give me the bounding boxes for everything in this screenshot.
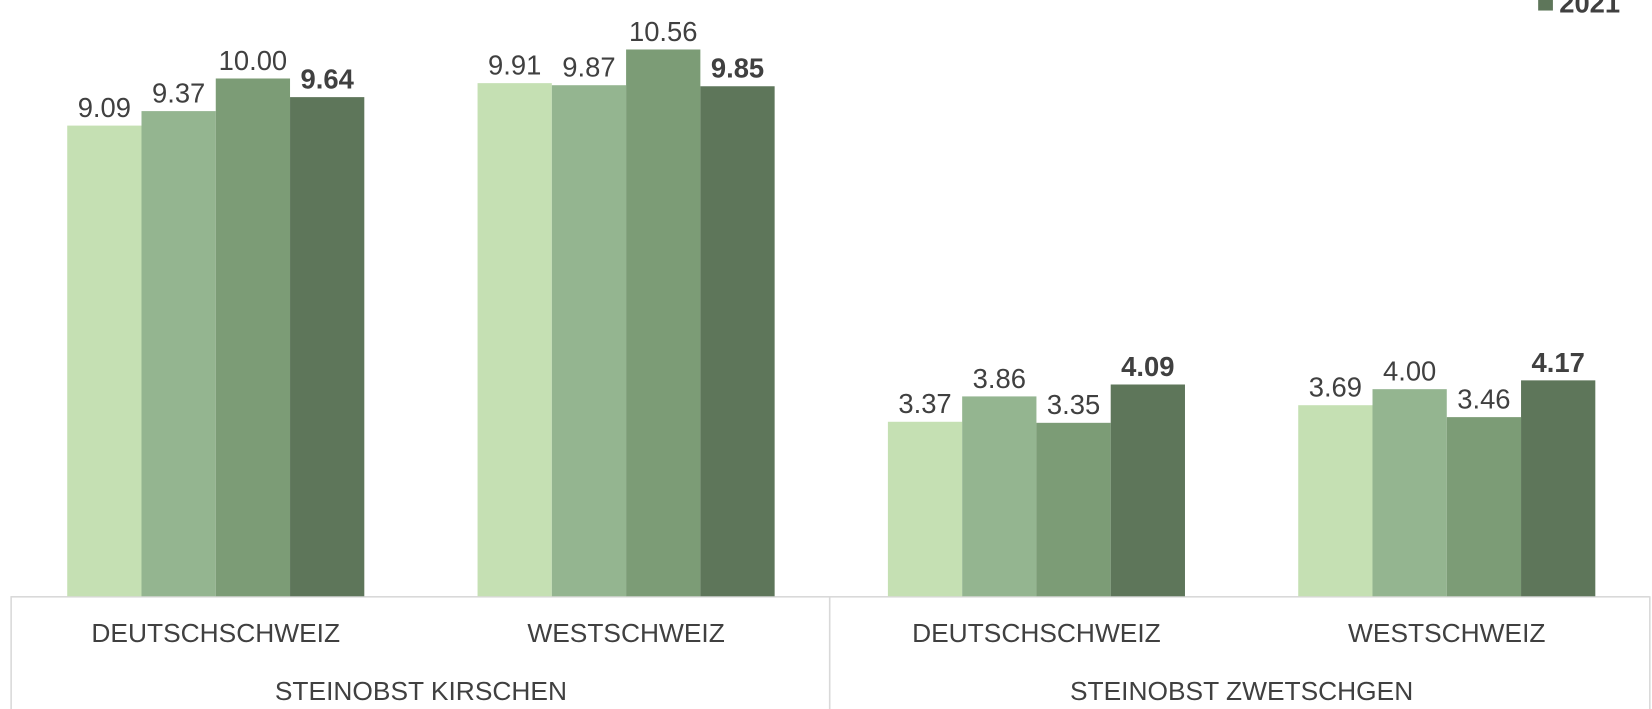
bar bbox=[67, 125, 142, 597]
group-label: STEINOBST ZWETSCHGEN bbox=[1070, 676, 1413, 706]
x-tick-label: DEUTSCHSCHWEIZ bbox=[912, 618, 1161, 648]
data-label: 10.56 bbox=[629, 16, 698, 47]
data-label: 3.69 bbox=[1309, 372, 1362, 403]
data-label: 3.37 bbox=[898, 388, 951, 419]
bar bbox=[141, 111, 216, 597]
bar bbox=[551, 85, 627, 597]
data-label: 3.86 bbox=[973, 363, 1026, 394]
data-label: 4.00 bbox=[1383, 356, 1436, 387]
bar bbox=[215, 78, 291, 597]
data-label: 9.64 bbox=[301, 64, 355, 95]
bar bbox=[1298, 405, 1373, 597]
data-label: 9.87 bbox=[562, 52, 615, 83]
bar bbox=[626, 49, 701, 597]
group-label: STEINOBST KIRSCHEN bbox=[275, 676, 567, 706]
bar bbox=[887, 421, 963, 597]
legend-label: 2021 bbox=[1559, 0, 1620, 19]
bar bbox=[1372, 389, 1447, 597]
bar bbox=[1036, 422, 1111, 597]
data-label: 4.09 bbox=[1121, 351, 1174, 382]
bar bbox=[962, 396, 1037, 597]
data-label: 3.46 bbox=[1457, 384, 1510, 415]
data-label: 10.00 bbox=[219, 45, 288, 76]
bar bbox=[700, 86, 775, 597]
data-label: 9.09 bbox=[78, 92, 131, 123]
bar bbox=[1110, 384, 1185, 597]
data-label: 9.91 bbox=[488, 50, 541, 81]
data-label: 9.85 bbox=[711, 53, 764, 84]
bar bbox=[290, 97, 365, 597]
x-tick-label: WESTSCHWEIZ bbox=[527, 618, 724, 648]
bar bbox=[477, 83, 552, 597]
data-label: 4.17 bbox=[1532, 347, 1585, 378]
data-label: 9.37 bbox=[152, 78, 205, 109]
bar bbox=[1446, 417, 1522, 597]
legend-swatch bbox=[1538, 0, 1553, 11]
bar bbox=[1521, 380, 1596, 597]
data-label: 3.35 bbox=[1047, 389, 1100, 420]
x-tick-label: DEUTSCHSCHWEIZ bbox=[91, 618, 340, 648]
x-tick-label: WESTSCHWEIZ bbox=[1348, 618, 1545, 648]
